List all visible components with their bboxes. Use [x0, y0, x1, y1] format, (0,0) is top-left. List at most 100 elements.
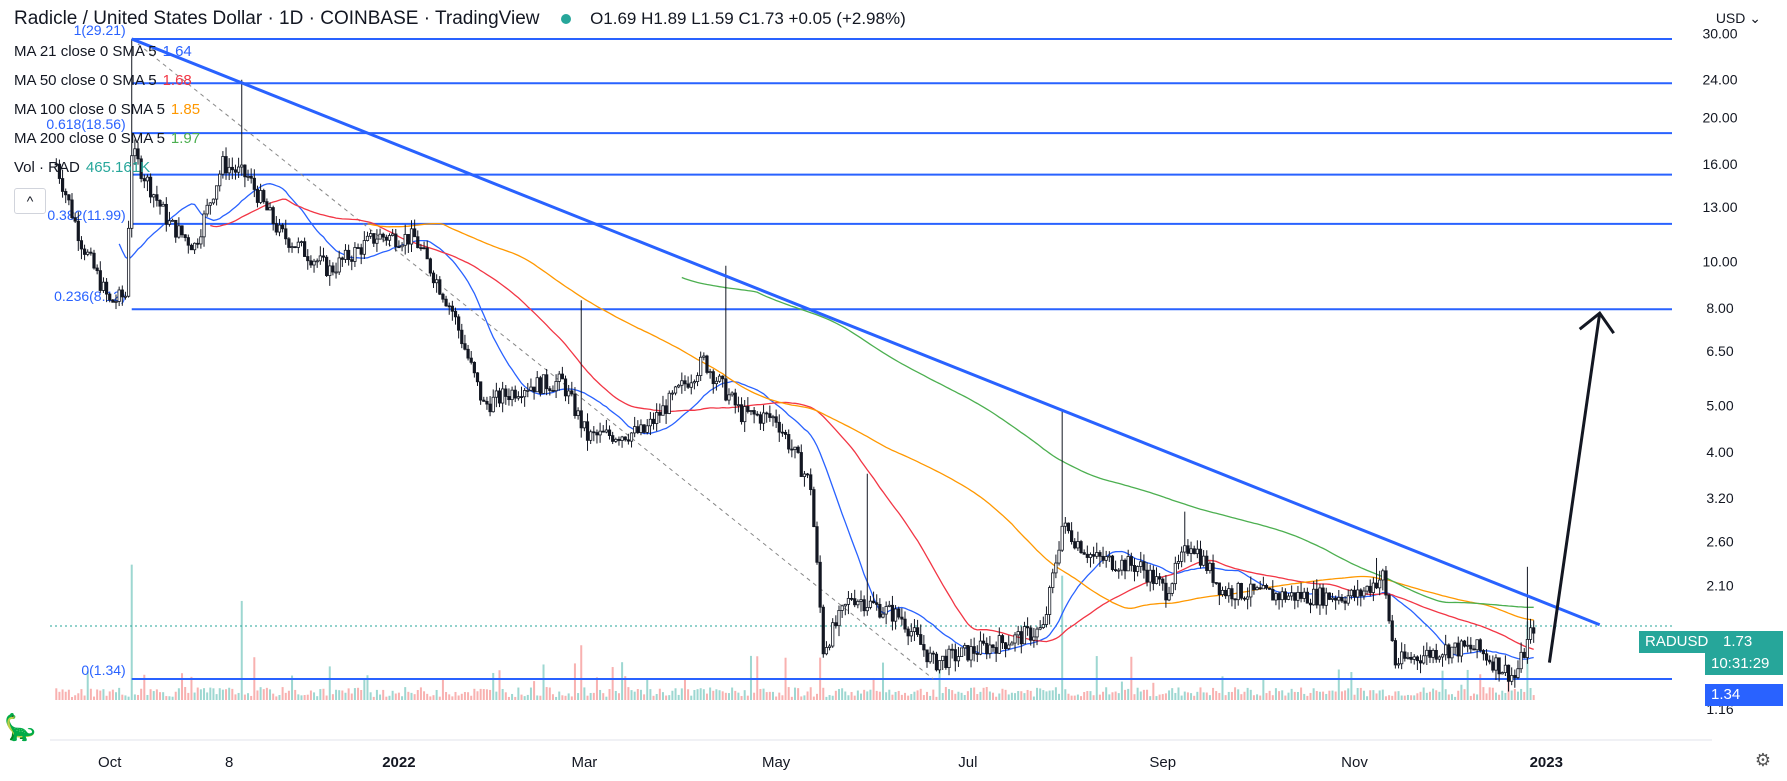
volume-bar [93, 696, 96, 700]
y-tick-label: 3.20 [1706, 490, 1733, 506]
volume-bar [1466, 669, 1469, 700]
candle-body [796, 446, 800, 453]
candle-body [1484, 653, 1489, 661]
volume-bar [1416, 693, 1419, 700]
candle-body [435, 279, 439, 284]
candle-body [312, 260, 316, 266]
candle-body [1277, 593, 1281, 601]
candle-body [1412, 656, 1416, 660]
legend-ma50[interactable]: MA 50 close 0 SMA 5 1.68 [14, 72, 192, 89]
candle-body [425, 247, 429, 260]
volume-bar [614, 690, 617, 700]
volume-bar [1161, 694, 1164, 700]
candle-body [903, 618, 907, 630]
volume-bar [592, 692, 595, 700]
volume-bar [837, 688, 840, 700]
volume-bar [570, 696, 573, 700]
volume-bar [1227, 691, 1230, 700]
candle-body [589, 431, 593, 441]
candle-body [1233, 598, 1237, 601]
volume-bar [1164, 693, 1167, 700]
volume-bar [1262, 679, 1265, 700]
candle-body [196, 242, 200, 245]
legend-ma21[interactable]: MA 21 close 0 SMA 5 1.64 [14, 43, 192, 60]
candle-body [805, 473, 810, 476]
candle-body [252, 177, 256, 190]
candle-body [1076, 541, 1080, 549]
candle-body [123, 295, 128, 298]
candle-body [1079, 541, 1083, 554]
candle-body [557, 373, 561, 382]
descending-trendline [131, 37, 1601, 627]
volume-bar [1058, 693, 1061, 700]
volume-bar [621, 662, 624, 700]
volume-bar [523, 696, 526, 700]
volume-bar [580, 645, 583, 700]
legend-ma100[interactable]: MA 100 close 0 SMA 5 1.85 [14, 101, 200, 118]
candle-body [875, 602, 879, 605]
volume-bar [460, 693, 463, 700]
volume-bar [910, 694, 913, 700]
candle-body [215, 185, 219, 200]
volume-bar [815, 693, 818, 700]
volume-bar [221, 689, 224, 700]
volume-bar [809, 687, 812, 700]
volume-bar [1249, 689, 1252, 700]
candle-body [563, 378, 568, 397]
candle-body [104, 281, 109, 295]
candle-body [1519, 651, 1523, 670]
volume-bar [118, 687, 121, 700]
candle-body [639, 424, 643, 433]
candle-body [787, 434, 791, 450]
candle-body [287, 238, 291, 248]
volume-bar [715, 689, 718, 700]
volume-bar [558, 691, 561, 700]
volume-bar [894, 691, 897, 700]
candle-body [1126, 556, 1130, 572]
tradingview-logo-icon[interactable]: 🦕 [4, 712, 37, 742]
volume-bar [1378, 690, 1381, 700]
volume-bar [702, 689, 705, 700]
candle-body [541, 374, 546, 394]
candle-body [573, 393, 577, 416]
legend-ma200[interactable]: MA 200 close 0 SMA 5 1.97 [14, 130, 200, 147]
candle-body [695, 375, 700, 383]
volume-bar [316, 696, 319, 700]
volume-bar [322, 688, 325, 700]
support-price-tag: 1.34 [1705, 684, 1783, 706]
volume-bar [476, 691, 479, 700]
volume-bar [850, 691, 853, 700]
candle-body [224, 156, 228, 174]
y-tick-label: 5.00 [1706, 398, 1733, 414]
volume-bar [661, 692, 664, 700]
volume-bar [413, 694, 416, 700]
volume-bar [1328, 690, 1331, 700]
volume-bar [391, 690, 394, 700]
volume-bar [1168, 690, 1171, 700]
volume-bar [790, 696, 793, 700]
candle-body [469, 357, 473, 363]
volume-bar [1120, 681, 1123, 700]
candle-body [576, 410, 580, 416]
volume-bar [1252, 695, 1255, 700]
candle-body [758, 414, 763, 424]
volume-bar [1073, 695, 1076, 700]
candle-body [1167, 592, 1171, 601]
volume-bar [262, 689, 265, 700]
candle-body [768, 413, 772, 418]
legend-collapse-button[interactable]: ^ [14, 188, 46, 214]
currency-selector[interactable]: USD ⌄ [1715, 10, 1761, 26]
candle-body [1136, 566, 1140, 572]
candle-body [227, 166, 231, 174]
gear-icon[interactable]: ⚙ [1754, 750, 1771, 770]
candle-body [391, 233, 395, 236]
candle-body [799, 452, 803, 477]
volume-bar [1007, 694, 1010, 700]
volume-bar [1045, 691, 1048, 700]
y-tick-label: 16.00 [1702, 156, 1737, 172]
legend-volume[interactable]: Vol · RAD 465.161K [14, 159, 150, 176]
volume-bar [1155, 696, 1158, 700]
symbol-label: RADUSD [1645, 633, 1709, 650]
candle-body [1481, 650, 1485, 655]
